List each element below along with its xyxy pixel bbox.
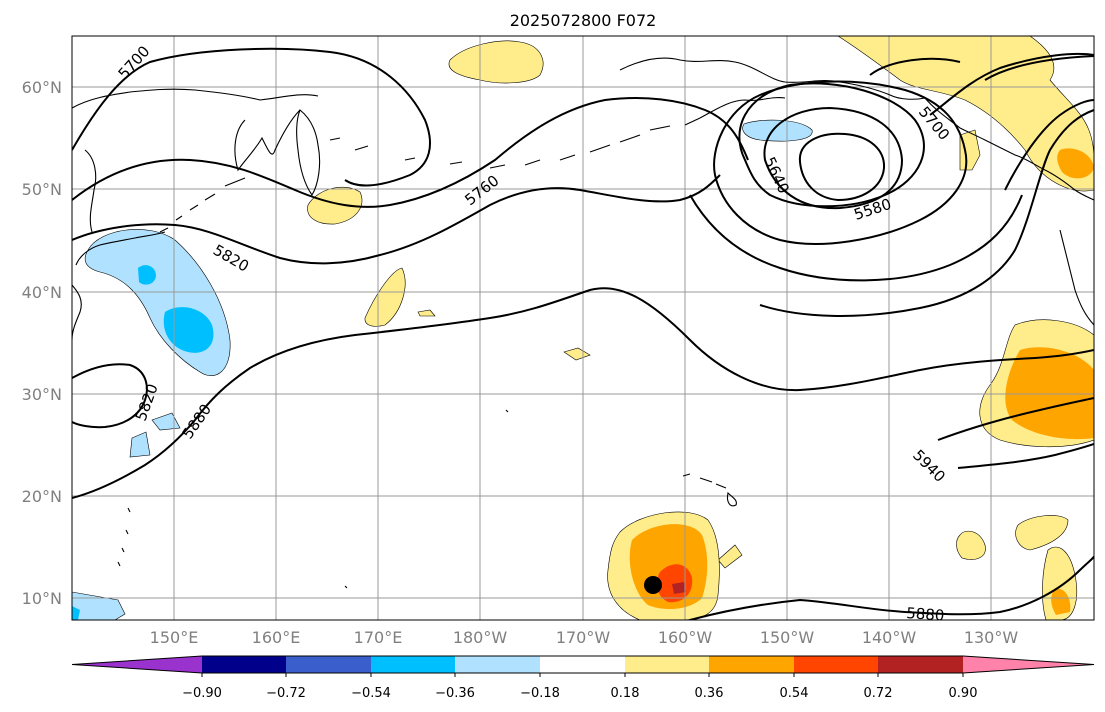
- negative-anomaly-small-1: [129, 431, 151, 458]
- strong-negative-west-2: [138, 265, 156, 285]
- lon-label: 170°E: [354, 628, 403, 647]
- coast-kamchatka: [296, 109, 321, 197]
- positive-anomaly-canada: [837, 36, 1094, 192]
- contour-5880-south: [689, 555, 1094, 620]
- colorbar-segment: [455, 656, 540, 673]
- contour-5700-west: [72, 47, 431, 187]
- coastlines: [72, 57, 1094, 589]
- negative-anomaly-small-2: [151, 412, 181, 431]
- coast-aleutians: [329, 117, 701, 169]
- coast-alaska: [619, 57, 926, 119]
- strong-positive-se-3: [1051, 588, 1071, 615]
- colorbar-tick-label: −0.72: [266, 686, 306, 701]
- lat-label: 50°N: [22, 180, 62, 199]
- lon-label: 140°W: [862, 628, 917, 647]
- contour-5820-main: [72, 174, 721, 265]
- positive-anomaly-small-east: [717, 544, 743, 569]
- coast-kuril: [159, 177, 246, 233]
- coast-hawaii: [682, 473, 737, 507]
- colorbar-tick-label: 0.18: [611, 686, 640, 701]
- strong-positive-canada: [1057, 148, 1094, 179]
- map-frame: [71, 35, 1095, 621]
- positive-anomaly-coast: [959, 129, 981, 171]
- colorbar-tick-label: 0.90: [949, 686, 978, 701]
- colorbar-segment: [202, 656, 286, 673]
- strong-negative-sw: [72, 606, 80, 620]
- lon-label: 160°E: [252, 628, 301, 647]
- lat-label: 60°N: [22, 78, 62, 97]
- colorbar-tick-label: −0.36: [435, 686, 475, 701]
- graticule: [72, 36, 1094, 620]
- lon-label: 160°W: [658, 628, 713, 647]
- lon-label: 150°E: [150, 628, 199, 647]
- latitude-labels: 60°N 50°N 40°N 30°N 20°N 10°N: [22, 78, 62, 608]
- positive-anomaly-north: [448, 40, 544, 84]
- colorbar-extend-high: [963, 656, 1094, 673]
- negative-anomaly-sw: [72, 591, 126, 620]
- coast-sakhalin: [84, 149, 97, 233]
- strong-positive-east: [1005, 347, 1094, 440]
- contour-5700-east: [929, 52, 1094, 191]
- strong-negative-west-1: [163, 307, 214, 353]
- contour-5820-east: [689, 194, 1023, 282]
- contour-5760: [72, 97, 749, 208]
- colorbar-tick-label: 0.54: [780, 686, 809, 701]
- lon-label: 180°W: [453, 628, 508, 647]
- coast-japan: [72, 231, 166, 341]
- lat-label: 10°N: [22, 589, 62, 608]
- lon-label: 150°W: [760, 628, 815, 647]
- colorbar-tick-label: −0.18: [520, 686, 560, 701]
- colorbar-tick-label: −0.54: [351, 686, 391, 701]
- coast-bc: [924, 97, 1094, 201]
- colorbar-extend-low: [72, 656, 202, 673]
- colorbar-segment: [625, 656, 709, 673]
- map-title: 2025072800 F072: [510, 11, 657, 30]
- colorbar-tick-label: 0.36: [695, 686, 724, 701]
- coast-uswest: [1059, 229, 1094, 326]
- lat-label: 40°N: [22, 283, 62, 302]
- positive-anomaly-se-1: [956, 530, 986, 560]
- lat-label: 30°N: [22, 385, 62, 404]
- colorbar-tick-label: −0.90: [182, 686, 222, 701]
- lon-label: 170°W: [556, 628, 611, 647]
- colorbar-segment: [540, 656, 625, 673]
- extreme-positive-storm: [672, 582, 686, 594]
- coast-siberia: [72, 88, 319, 109]
- longitude-labels: 150°E 160°E 170°E 180°W 170°W 160°W 150°…: [150, 628, 1019, 647]
- contour-5880-main: [72, 287, 1094, 499]
- colorbar-ticks: −0.90 −0.72 −0.54 −0.36 −0.18 0.18 0.36 …: [182, 686, 977, 701]
- colorbar-segment: [878, 656, 963, 673]
- colorbar-tick-label: 0.72: [864, 686, 893, 701]
- height-contours: [72, 47, 1094, 620]
- contour-label-5880-south: 5880: [906, 604, 945, 625]
- storm-center-marker: [644, 576, 662, 594]
- colorbar-segment: [371, 656, 455, 673]
- contour-5820-sw: [72, 363, 148, 429]
- contour-5940: [937, 397, 1094, 469]
- coast-okhotsk: [234, 109, 301, 172]
- very-strong-positive-storm: [656, 564, 693, 603]
- lat-label: 20°N: [22, 487, 62, 506]
- colorbar-segment: [794, 656, 878, 673]
- colorbar: [71, 655, 1095, 677]
- anomaly-shading: [72, 36, 1094, 620]
- lon-label: 130°W: [964, 628, 1019, 647]
- map-area: 5700 5760 5820 5820 5880 5640 5580 5700 …: [72, 36, 1094, 625]
- contour-low-outer-2: [763, 106, 904, 210]
- coast-small-islands: [117, 409, 509, 589]
- positive-anomaly-se-2: [1015, 515, 1069, 551]
- colorbar-segment: [709, 656, 794, 673]
- positive-anomaly-mid-small: [417, 309, 436, 317]
- contour-5880-ne: [759, 109, 1094, 317]
- contour-low-outer-4: [713, 80, 968, 245]
- positive-anomaly-mid: [364, 267, 406, 327]
- colorbar-segment: [286, 656, 371, 673]
- contour-5580: [798, 132, 886, 202]
- negative-anomaly-gulf: [742, 119, 813, 142]
- contour-5760-east: [869, 55, 1094, 81]
